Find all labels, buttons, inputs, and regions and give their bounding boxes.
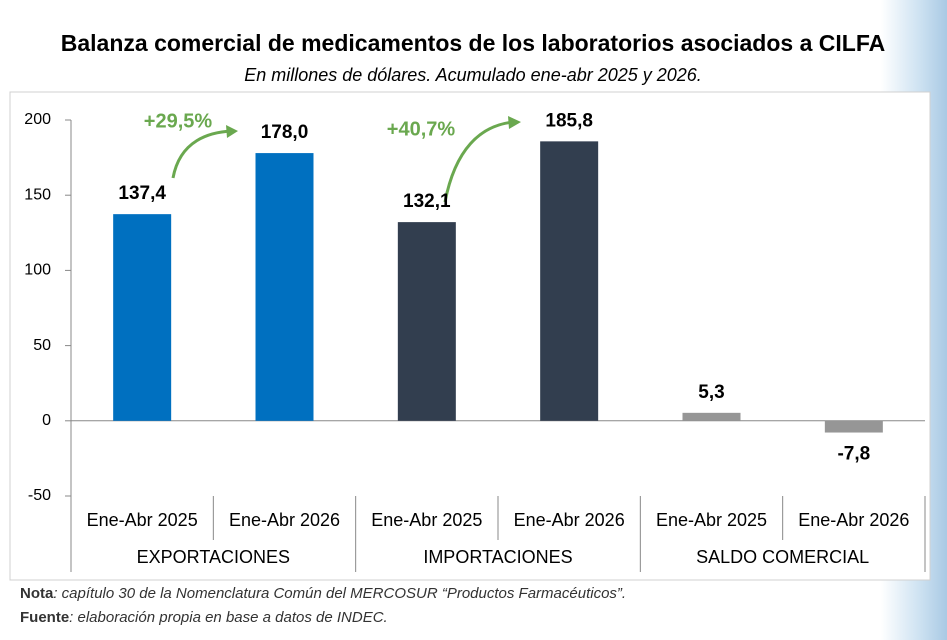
group-label: IMPORTACIONES <box>423 547 572 567</box>
arrow-head <box>508 116 521 129</box>
value-label: -7,8 <box>837 444 870 465</box>
bar <box>824 420 883 433</box>
bar <box>682 412 741 421</box>
source-text: : elaboración propia en base a datos de … <box>69 609 388 626</box>
value-label: 178,0 <box>261 122 309 143</box>
note-label: Nota <box>20 585 54 602</box>
note-text: : capítulo 30 de la Nomenclatura Común d… <box>53 585 626 602</box>
bar <box>255 153 314 421</box>
arrow-head <box>226 125 238 138</box>
chart-title: Balanza comercial de medicamentos de los… <box>61 30 885 56</box>
value-label: 137,4 <box>118 183 166 204</box>
annotation: +29,5% <box>144 110 213 132</box>
y-tick-label: 100 <box>24 262 51 279</box>
value-label: 185,8 <box>545 110 593 131</box>
bar <box>113 214 172 421</box>
x-tick-label: Ene-Abr 2025 <box>87 510 198 530</box>
growth-arrow <box>443 120 515 203</box>
y-tick-label: 150 <box>24 186 51 203</box>
note: Nota: capítulo 30 de la Nomenclatura Com… <box>20 585 626 602</box>
growth-arrow <box>171 129 233 179</box>
value-label: 132,1 <box>403 191 451 212</box>
chart-subtitle: En millones de dólares. Acumulado ene-ab… <box>244 65 702 85</box>
value-label: 5,3 <box>698 382 724 403</box>
bar <box>540 141 599 421</box>
x-tick-label: Ene-Abr 2026 <box>798 510 909 530</box>
group-label: EXPORTACIONES <box>137 547 290 567</box>
x-tick-label: Ene-Abr 2026 <box>229 510 340 530</box>
x-tick-label: Ene-Abr 2025 <box>371 510 482 530</box>
bar <box>397 222 456 421</box>
source: Fuente: elaboración propia en base a dat… <box>20 609 388 626</box>
y-tick-label: -50 <box>28 487 51 504</box>
y-tick-label: 50 <box>33 337 51 354</box>
x-tick-label: Ene-Abr 2026 <box>514 510 625 530</box>
y-tick-label: 0 <box>42 412 51 429</box>
x-tick-label: Ene-Abr 2025 <box>656 510 767 530</box>
y-tick-label: 200 <box>24 111 51 128</box>
source-label: Fuente <box>20 609 69 626</box>
group-label: SALDO COMERCIAL <box>696 547 869 567</box>
annotation: +40,7% <box>387 118 456 140</box>
